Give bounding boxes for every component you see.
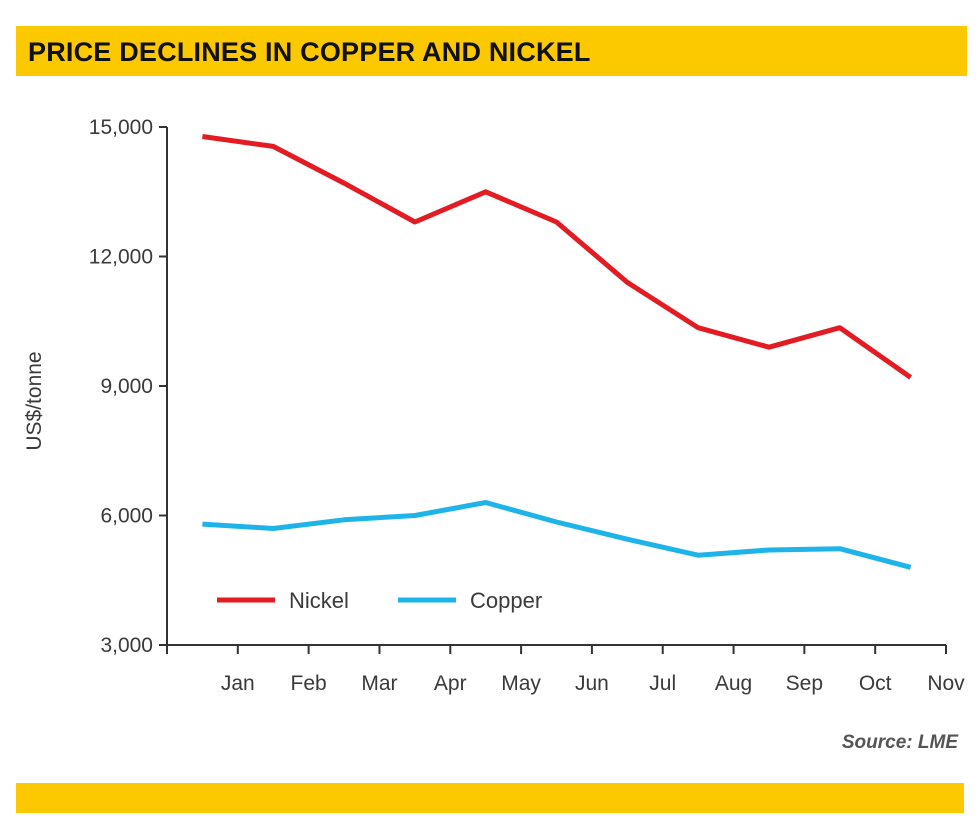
x-tick-label: Jul	[649, 672, 676, 695]
y-tick-label: 12,000	[89, 246, 153, 269]
x-tick-label: Mar	[361, 672, 397, 695]
x-axis-ticks: Jan Feb Mar Apr May Jun Jul Aug Sep Oct Nov	[166, 645, 965, 695]
line-chart: 3,000 6,000 9,000 12,000 15,000 Jan Feb Mar Apr…	[23, 116, 965, 753]
x-tick-label: Aug	[715, 672, 752, 695]
y-tick-label: 15,000	[89, 116, 153, 139]
x-tick-label: Feb	[291, 672, 327, 695]
series-line-copper	[202, 500, 912, 570]
legend-label-nickel: Nickel	[289, 588, 349, 613]
x-tick-label: Apr	[434, 672, 467, 695]
x-tick-label: Nov	[927, 672, 965, 695]
title-banner: PRICE DECLINES IN COPPER AND NICKEL	[16, 26, 967, 76]
y-axis-title: US$/tonne	[23, 351, 46, 450]
y-tick-label: 6,000	[100, 505, 153, 528]
bottom-banner	[16, 783, 964, 813]
source-note: Source: LME	[842, 732, 959, 753]
y-axis-ticks: 3,000 6,000 9,000 12,000 15,000	[89, 116, 167, 657]
axes	[166, 127, 946, 646]
x-tick-label: Oct	[859, 672, 892, 695]
series-lines	[202, 134, 913, 570]
x-tick-label: Jan	[221, 672, 255, 695]
legend-label-copper: Copper	[470, 588, 542, 613]
x-tick-label: Sep	[786, 672, 823, 695]
chart-title: PRICE DECLINES IN COPPER AND NICKEL	[28, 37, 591, 67]
series-line-nickel	[202, 134, 913, 380]
legend: Nickel Copper	[217, 588, 542, 613]
x-tick-label: Jun	[575, 672, 609, 695]
y-tick-label: 3,000	[100, 634, 153, 657]
y-tick-label: 9,000	[100, 375, 153, 398]
x-tick-label: May	[501, 672, 541, 695]
